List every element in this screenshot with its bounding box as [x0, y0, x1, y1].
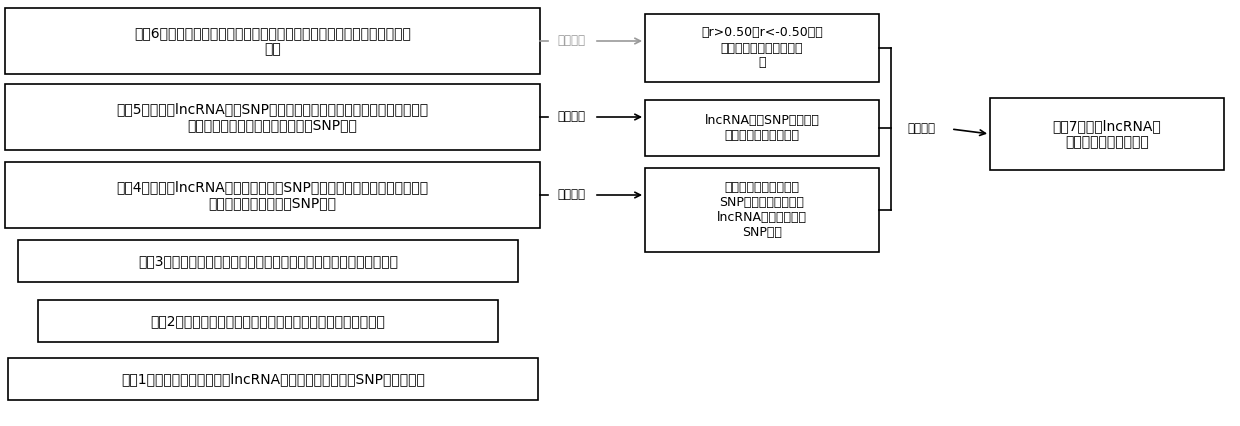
Bar	[19, 240, 518, 282]
Bar	[645, 14, 879, 82]
Text: 当r>0.50或r<-0.50时，
两者之间具有较强的相关
性: 当r>0.50或r<-0.50时， 两者之间具有较强的相关 性	[701, 26, 823, 69]
Text: 步骤1，获得该物种编码候选lncRNA与候选基因内的群体SNP基因型数据: 步骤1，获得该物种编码候选lncRNA与候选基因内的群体SNP基因型数据	[122, 372, 425, 386]
Text: 步骤2，获得该物种候选基因在某一特定组织的群体表达量数据: 步骤2，获得该物种候选基因在某一特定组织的群体表达量数据	[150, 314, 386, 328]
Bar	[645, 168, 879, 252]
Text: lncRNA内的SNP与候选基
因的表达水平显著关联: lncRNA内的SNP与候选基 因的表达水平显著关联	[704, 114, 820, 142]
Bar	[645, 100, 879, 156]
Text: 限定条件: 限定条件	[557, 110, 585, 124]
Bar	[5, 84, 539, 150]
Bar	[38, 300, 498, 342]
Text: 步骤7，候选lncRNA与
基因之间存在互作关系: 步骤7，候选lncRNA与 基因之间存在互作关系	[1053, 119, 1162, 149]
Bar	[990, 98, 1224, 170]
Text: 同时满足: 同时满足	[906, 123, 935, 135]
Bar	[5, 8, 539, 74]
Text: 限定条件: 限定条件	[557, 188, 585, 201]
Text: 限定条件: 限定条件	[557, 35, 585, 48]
Text: 步骤4，将候选lncRNA与候选基因内的SNP与目标性状进行关联分析，确定
与目标性状显著关联的SNP位点: 步骤4，将候选lncRNA与候选基因内的SNP与目标性状进行关联分析，确定 与目…	[117, 180, 429, 210]
Bar	[5, 162, 539, 228]
Text: 步骤5，将候选lncRNA内的SNP与候选基因的群体表达量进行关联分析，确
定与候选基因表达水平显著关联的SNP位点: 步骤5，将候选lncRNA内的SNP与候选基因的群体表达量进行关联分析，确 定与…	[117, 102, 429, 132]
Bar	[7, 358, 538, 400]
Text: 步骤3，对该物种目标性状进行表型测定，获得目标性状群体表型数据: 步骤3，对该物种目标性状进行表型测定，获得目标性状群体表型数据	[138, 254, 398, 268]
Text: 与目标性状显著关联的
SNP位点同时包含候选
lncRNA与候基因内的
SNP位点: 与目标性状显著关联的 SNP位点同时包含候选 lncRNA与候基因内的 SNP位…	[717, 181, 807, 239]
Text: 步骤6，计算候选基因的群体表达量与目标性状的群体表型値之间的相关性
系数: 步骤6，计算候选基因的群体表达量与目标性状的群体表型値之间的相关性 系数	[134, 26, 410, 56]
